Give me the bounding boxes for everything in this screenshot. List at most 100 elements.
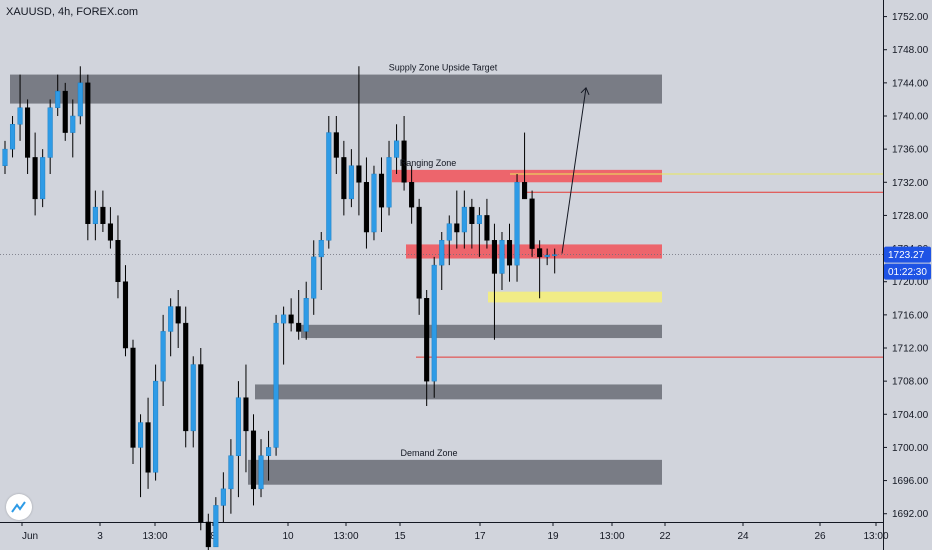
y-tick-label: 1696.00 <box>892 476 929 487</box>
candle <box>228 439 234 514</box>
candle <box>356 66 362 216</box>
candle <box>341 140 347 216</box>
candle-body <box>122 281 129 349</box>
tradingview-logo-icon[interactable] <box>6 494 32 520</box>
candle-body <box>311 256 317 299</box>
x-tick-label: 22 <box>659 531 671 542</box>
candle-body <box>288 314 294 324</box>
x-tick-label: 13:00 <box>333 531 358 542</box>
last-price-value: 1723.27 <box>888 250 925 261</box>
candle <box>476 207 482 257</box>
y-tick-label: 1740.00 <box>892 112 929 123</box>
candle <box>281 306 287 365</box>
y-tick-label: 1712.00 <box>892 344 929 355</box>
y-tick-label: 1752.00 <box>892 12 929 23</box>
candle <box>168 298 174 357</box>
x-tick-label: Jun <box>22 531 38 542</box>
candle-body <box>348 165 354 200</box>
candle-body <box>47 107 53 158</box>
candle-body <box>506 240 513 266</box>
candle-body <box>341 157 347 200</box>
candle <box>198 348 204 531</box>
candle <box>348 149 354 208</box>
candle-body <box>552 254 558 256</box>
candle <box>220 472 226 522</box>
zone-box <box>248 459 662 485</box>
candle-body <box>281 314 287 324</box>
candle-body <box>213 505 219 548</box>
y-tick-label: 1720.00 <box>892 277 929 288</box>
y-tick-label: 1700.00 <box>892 443 929 454</box>
candle <box>183 306 189 448</box>
zone-box <box>488 291 662 303</box>
candle-body <box>137 422 144 448</box>
candle-body <box>145 422 151 473</box>
candle <box>70 99 76 158</box>
candle-body <box>92 206 98 224</box>
x-tick-label: 19 <box>547 531 559 542</box>
candle-body <box>70 115 76 133</box>
candle-body <box>62 90 68 133</box>
candle-body <box>2 148 8 166</box>
candle <box>333 116 339 174</box>
candle <box>160 314 166 406</box>
candle-body <box>266 447 272 456</box>
x-tick-label: 10 <box>282 531 294 542</box>
candle <box>25 99 31 174</box>
zone-box <box>301 324 662 339</box>
candle-body <box>9 124 16 150</box>
candle <box>394 124 400 174</box>
candle <box>461 190 467 249</box>
candle-body <box>431 264 437 382</box>
candle <box>130 339 136 464</box>
candle <box>153 364 159 481</box>
candle <box>446 215 452 266</box>
x-tick-label: 24 <box>737 531 749 542</box>
candle-body <box>356 165 362 183</box>
candle <box>250 414 257 506</box>
candle-body <box>115 240 121 282</box>
zone-box <box>10 74 662 104</box>
candle <box>55 74 61 116</box>
candle-body <box>514 182 520 266</box>
candle <box>409 165 415 224</box>
candle-body <box>476 215 482 224</box>
candle <box>17 74 23 141</box>
symbol-title: XAUUSD, 4h, FOREX.com <box>6 6 139 18</box>
candle-body <box>333 132 339 158</box>
projection-arrow <box>561 87 587 254</box>
zone-label: Ranging Zone <box>400 158 457 168</box>
x-tick-label: 13:00 <box>599 531 624 542</box>
candle-body <box>220 488 226 506</box>
candle-body <box>424 298 430 382</box>
candle <box>326 116 332 249</box>
candle-body <box>491 240 497 274</box>
candle <box>454 190 460 249</box>
candle <box>529 190 535 257</box>
candle <box>92 190 98 241</box>
candle <box>175 290 181 348</box>
candle <box>506 223 513 282</box>
candle-body <box>77 82 83 117</box>
time-axis <box>0 522 883 550</box>
candle <box>371 165 377 241</box>
candle-body <box>454 223 460 233</box>
candle-body <box>228 455 234 490</box>
candle <box>213 497 219 548</box>
candle-body <box>529 198 535 249</box>
candle-body <box>32 157 38 200</box>
candle <box>77 66 83 125</box>
candle-body <box>175 306 181 324</box>
candle-body <box>439 240 445 266</box>
y-tick-label: 1744.00 <box>892 78 929 89</box>
candle <box>107 207 113 249</box>
y-tick-label: 1728.00 <box>892 211 929 222</box>
x-tick-label: 8 <box>210 531 216 542</box>
candle <box>47 99 53 174</box>
last-price-badge <box>884 246 931 263</box>
candle-body <box>85 82 91 224</box>
candle-body <box>273 322 279 448</box>
y-tick-label: 1736.00 <box>892 145 929 156</box>
candle-body <box>168 306 174 332</box>
